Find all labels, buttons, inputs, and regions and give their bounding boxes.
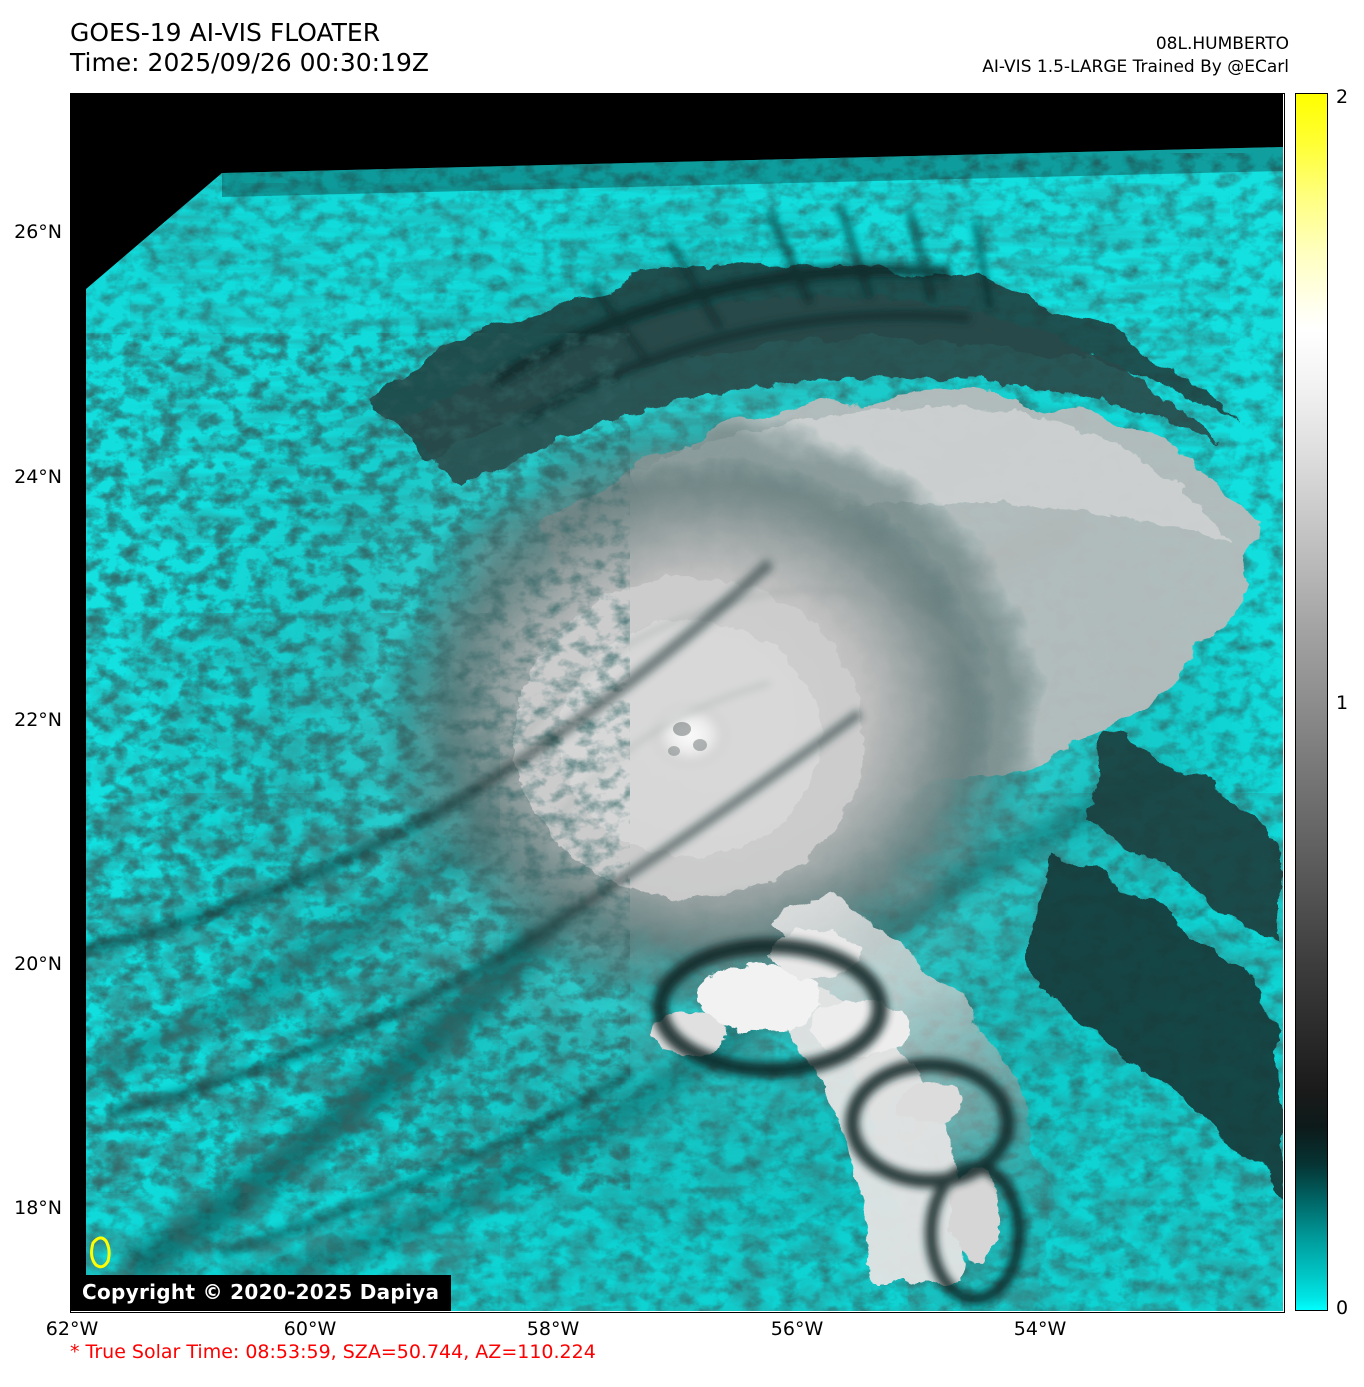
- y-tick-label-22n: 22°N: [14, 709, 62, 731]
- x-tick-label-54w: 54°W: [1013, 1318, 1067, 1340]
- x-tick-label-58w: 58°W: [526, 1318, 580, 1340]
- colorbar-tick-0: 0: [1336, 1297, 1349, 1319]
- y-tick-label-20n: 20°N: [14, 953, 62, 975]
- storm-id-label: 08L.HUMBERTO: [1155, 34, 1289, 54]
- x-tick-label-60w: 60°W: [283, 1318, 337, 1340]
- metadata-block: 08L.HUMBERTO AI-VIS 1.5-LARGE Trained By…: [982, 33, 1289, 79]
- y-tick-label-18n: 18°N: [14, 1197, 62, 1219]
- x-tick-label-56w: 56°W: [770, 1318, 824, 1340]
- satellite-image-panel: Copyright © 2020-2025 Dapiya: [70, 93, 1283, 1311]
- island-outline-marker: [90, 1236, 111, 1269]
- copyright-text: Copyright © 2020-2025 Dapiya: [82, 1280, 440, 1304]
- solar-geometry-note: * True Solar Time: 08:53:59, SZA=50.744,…: [70, 1341, 596, 1363]
- timestamp-label: Time: 2025/09/26 00:30:19Z: [70, 48, 429, 77]
- copyright-watermark: Copyright © 2020-2025 Dapiya: [70, 1275, 452, 1311]
- model-credit-label: AI-VIS 1.5-LARGE Trained By @ECarl: [982, 57, 1289, 77]
- y-tick-label-24n: 24°N: [14, 466, 62, 488]
- colorbar-tick-1: 1: [1336, 692, 1349, 714]
- x-tick-label-62w: 62°W: [45, 1318, 99, 1340]
- product-title: GOES-19 AI-VIS FLOATER: [70, 18, 381, 47]
- y-tick-label-26n: 26°N: [14, 221, 62, 243]
- satellite-imagery: [70, 93, 1283, 1311]
- colorbar-tick-2: 2: [1336, 86, 1349, 108]
- colorbar: [1295, 93, 1328, 1311]
- title-block: GOES-19 AI-VIS FLOATER Time: 2025/09/26 …: [70, 18, 429, 78]
